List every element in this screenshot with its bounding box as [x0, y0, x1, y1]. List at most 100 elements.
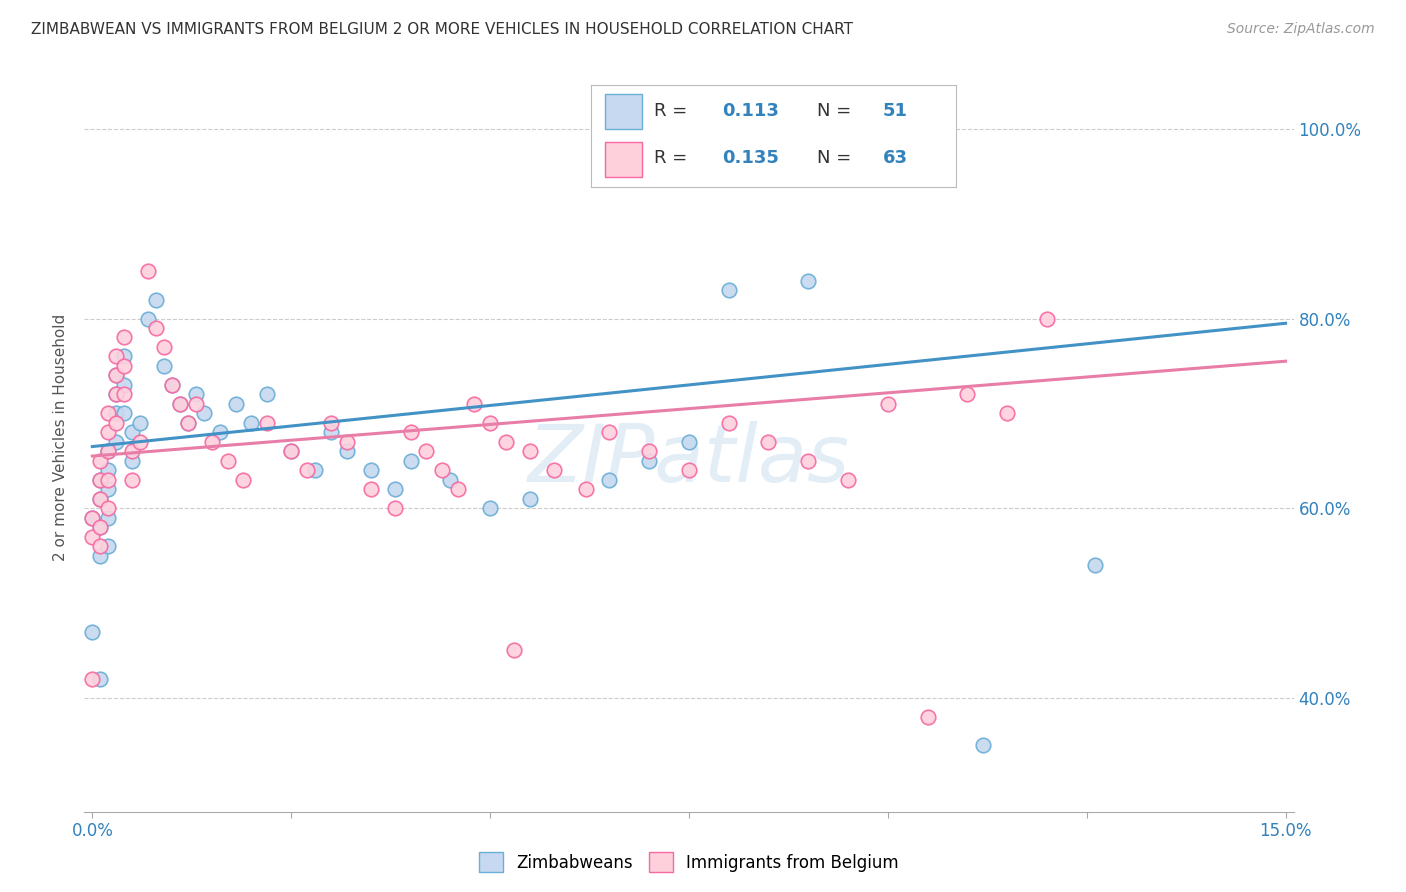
Point — [193, 406, 215, 420]
Point — [89, 454, 111, 468]
Point — [169, 397, 191, 411]
Point — [519, 491, 541, 506]
Point — [121, 425, 143, 440]
Point — [105, 350, 128, 364]
Point — [105, 406, 128, 420]
Bar — [605, 94, 641, 128]
Text: N =: N = — [817, 149, 852, 167]
Point — [129, 416, 152, 430]
Point — [97, 539, 120, 553]
Y-axis label: 2 or more Vehicles in Household: 2 or more Vehicles in Household — [53, 313, 69, 561]
Text: 0.113: 0.113 — [723, 102, 779, 120]
Point — [360, 482, 382, 496]
Point — [105, 416, 128, 430]
Point — [598, 425, 620, 440]
Point — [995, 406, 1018, 420]
Point — [112, 330, 135, 344]
Point — [89, 491, 111, 506]
Point — [160, 378, 183, 392]
Point — [97, 501, 120, 516]
Point — [225, 397, 247, 411]
Point — [495, 434, 517, 449]
Point — [97, 444, 120, 458]
Text: ZIPatlas: ZIPatlas — [527, 420, 851, 499]
Point — [280, 444, 302, 458]
Point — [121, 473, 143, 487]
Point — [97, 444, 120, 458]
Point — [399, 425, 422, 440]
Point — [360, 463, 382, 477]
Point — [105, 434, 128, 449]
Point — [105, 387, 128, 401]
Text: R =: R = — [654, 149, 688, 167]
Point — [479, 501, 502, 516]
Point — [319, 425, 342, 440]
Point — [319, 416, 342, 430]
Text: 63: 63 — [883, 149, 908, 167]
Point — [463, 397, 485, 411]
Point — [112, 350, 135, 364]
Point — [256, 387, 278, 401]
Point — [543, 463, 565, 477]
Point — [89, 672, 111, 686]
Point — [432, 463, 454, 477]
Point — [217, 454, 239, 468]
Point — [177, 416, 200, 430]
Text: 0.135: 0.135 — [723, 149, 779, 167]
Point — [89, 520, 111, 534]
Point — [384, 482, 406, 496]
Point — [112, 378, 135, 392]
Point — [82, 672, 104, 686]
Point — [837, 473, 859, 487]
Text: ZIMBABWEAN VS IMMIGRANTS FROM BELGIUM 2 OR MORE VEHICLES IN HOUSEHOLD CORRELATIO: ZIMBABWEAN VS IMMIGRANTS FROM BELGIUM 2 … — [31, 22, 853, 37]
Point — [112, 359, 135, 373]
Point — [232, 473, 254, 487]
Point — [717, 416, 740, 430]
Point — [105, 368, 128, 383]
Point — [121, 454, 143, 468]
Point — [574, 482, 596, 496]
Point — [105, 387, 128, 401]
Point — [89, 473, 111, 487]
Point — [295, 463, 318, 477]
Point — [153, 359, 176, 373]
Point — [82, 510, 104, 524]
Text: Source: ZipAtlas.com: Source: ZipAtlas.com — [1227, 22, 1375, 37]
Point — [177, 416, 200, 430]
Text: 51: 51 — [883, 102, 908, 120]
Point — [121, 444, 143, 458]
Point — [97, 463, 120, 477]
Point — [503, 643, 526, 657]
Point — [97, 406, 120, 420]
Point — [160, 378, 183, 392]
Point — [638, 444, 661, 458]
Point — [758, 434, 780, 449]
Point — [112, 406, 135, 420]
Point — [136, 311, 159, 326]
Point — [82, 530, 104, 544]
Bar — [605, 142, 641, 177]
Point — [97, 473, 120, 487]
Point — [280, 444, 302, 458]
Point — [169, 397, 191, 411]
Point — [336, 434, 359, 449]
Point — [336, 444, 359, 458]
Point — [89, 491, 111, 506]
Point — [201, 434, 224, 449]
Point — [105, 368, 128, 383]
Point — [97, 482, 120, 496]
Point — [519, 444, 541, 458]
Point — [89, 549, 111, 563]
Point — [678, 434, 700, 449]
Point — [97, 510, 120, 524]
Point — [598, 473, 620, 487]
Point — [479, 416, 502, 430]
Point — [136, 264, 159, 278]
Point — [153, 340, 176, 354]
Point — [145, 321, 167, 335]
Point — [129, 434, 152, 449]
Point — [256, 416, 278, 430]
Point — [439, 473, 461, 487]
Point — [797, 274, 820, 288]
Text: R =: R = — [654, 102, 688, 120]
